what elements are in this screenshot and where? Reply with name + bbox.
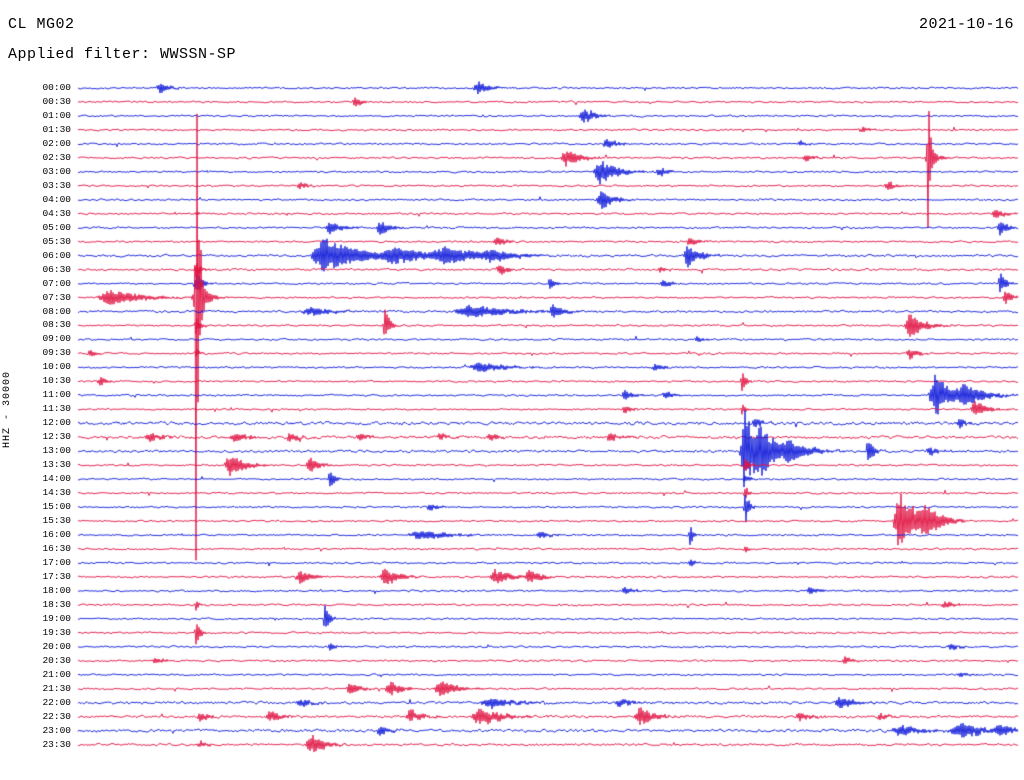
time-label: 09:30 [42,347,71,359]
time-label: 08:00 [42,305,71,317]
time-label: 13:00 [42,445,71,457]
time-label: 10:30 [42,375,71,387]
time-label: 05:00 [42,221,71,233]
time-label: 00:30 [42,95,71,107]
applied-filter-label: Applied filter: WWSSN-SP [8,46,237,63]
time-label: 14:00 [42,473,71,485]
time-label: 18:00 [42,584,71,596]
time-label: 08:30 [42,319,71,331]
time-label: 17:30 [42,570,71,582]
time-label: 20:30 [42,654,71,666]
time-label: 04:30 [42,207,71,219]
station-code: CL MG02 [8,16,75,33]
time-label: 11:30 [42,403,71,415]
time-label: 00:00 [42,82,71,93]
time-label: 06:00 [42,249,71,261]
time-label: 07:30 [42,291,71,303]
time-label: 10:00 [42,361,71,373]
time-label: 09:00 [42,333,71,345]
time-label: 20:00 [42,640,71,652]
time-label: 18:30 [42,598,71,610]
time-label: 19:00 [42,612,71,624]
time-label: 22:00 [42,696,71,708]
time-label: 11:00 [42,389,71,401]
time-label: 05:30 [42,235,71,247]
time-label: 15:30 [42,515,71,527]
time-label: 12:00 [42,417,71,429]
time-label: 23:30 [42,738,71,750]
time-label: 02:30 [42,151,71,163]
time-label: 19:30 [42,626,71,638]
time-label: 07:00 [42,277,71,289]
time-label: 02:00 [42,137,71,149]
time-label: 22:30 [42,710,71,722]
time-label: 21:30 [42,682,71,694]
time-label: 03:30 [42,179,71,191]
time-label: 15:00 [42,501,71,513]
time-label: 04:00 [42,193,71,205]
time-label: 03:00 [42,165,71,177]
time-label: 21:00 [42,668,71,680]
time-label: 12:30 [42,431,71,443]
time-label: 23:00 [42,724,71,736]
date-label: 2021-10-16 [918,16,1014,33]
time-label: 14:30 [42,487,71,499]
time-label: 17:00 [42,556,71,568]
time-label: 13:30 [42,459,71,471]
time-label: 06:30 [42,263,71,275]
time-label: 16:00 [42,529,71,541]
time-label: 01:30 [42,123,71,135]
time-label: 01:00 [42,109,71,121]
time-label: 16:30 [42,543,71,554]
